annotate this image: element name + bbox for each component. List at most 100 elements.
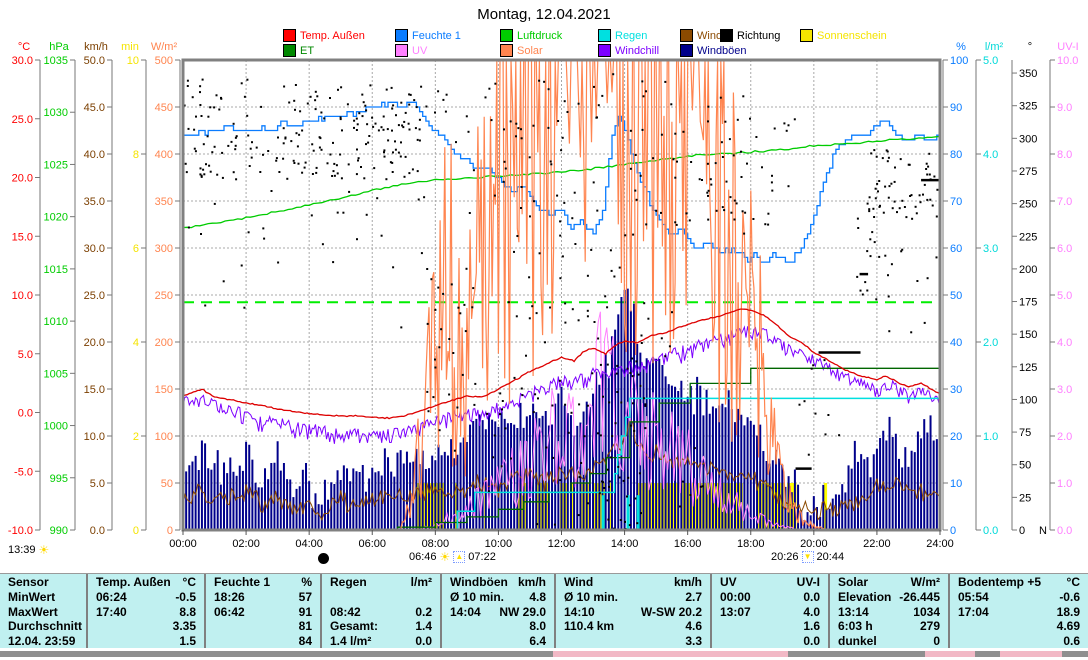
wind-direction-dot [890, 182, 893, 185]
wind-direction-dot [563, 100, 566, 103]
table-cell-value: 1.4 [415, 619, 432, 633]
wind-direction-dot [528, 317, 531, 320]
wind-direction-dot [221, 151, 224, 154]
wind-direction-dot [534, 393, 537, 396]
wind-direction-dot [785, 129, 788, 132]
wind-direction-dot [675, 223, 678, 226]
wind-direction-dot [366, 123, 369, 126]
wind-direction-dot [342, 211, 345, 214]
wind-direction-dot [878, 180, 881, 182]
axis-tick-label: 30 [950, 384, 962, 396]
wind-direction-dot [282, 142, 285, 145]
axis-tick-label: -5.0 [14, 466, 33, 478]
legend-label: Richtung [737, 29, 781, 42]
wind-direction-dot [915, 212, 918, 215]
wind-direction-dot [240, 82, 243, 85]
wind-direction-dot [873, 149, 876, 152]
sunshine-bar [609, 483, 612, 530]
wind-direction-dot [596, 209, 599, 212]
wind-direction-dot [878, 205, 881, 208]
legend-item-richtung: Richtung [720, 29, 780, 42]
wind-direction-dot [608, 485, 610, 488]
wind-direction-dot [911, 217, 914, 220]
uv-series [419, 311, 801, 530]
wind-direction-dot [644, 404, 647, 407]
axis-tick-label: 225 [1019, 231, 1037, 243]
wind-direction-dot [420, 252, 423, 255]
wind-direction-dot [640, 334, 643, 337]
wind-direction-dot [404, 111, 407, 114]
wind-direction-dot [184, 162, 187, 165]
wind-direction-dot [369, 84, 372, 87]
wind-direction-dot [499, 413, 501, 416]
table-row: 1.5 [88, 634, 204, 649]
axis-tick-label: 2.0 [983, 337, 998, 349]
wind-direction-dot [408, 103, 411, 106]
wind-direction-dot [520, 137, 523, 140]
table-row: Ø 10 min. 2.7 [556, 590, 710, 605]
wind-direction-dot [472, 169, 475, 172]
legend-label: Windböen [697, 44, 747, 57]
wind-direction-dot [309, 95, 312, 98]
wind-direction-dot [215, 94, 218, 97]
wind-direction-dot [356, 123, 359, 126]
wind-direction-dot [213, 145, 216, 148]
table-cell-time: Ø 10 min. [564, 590, 619, 604]
wind-direction-dot [408, 128, 411, 131]
wind-direction-dot [874, 187, 877, 190]
wind-direction-dot [408, 93, 411, 96]
table-header-name: Sensor [8, 575, 49, 589]
wind-direction-dot [743, 232, 746, 235]
table-cell-time: 13:14 [838, 604, 869, 619]
wind-direction-dot [616, 391, 619, 393]
wind-direction-dot [624, 234, 627, 237]
wind-direction-dot [857, 227, 860, 229]
wind-direction-dot [246, 114, 249, 117]
table-header-unit: W/m² [910, 575, 940, 589]
wind-direction-dot [434, 358, 436, 361]
luftdruck-series [183, 135, 940, 229]
axis-tick-label: 8 [133, 149, 139, 161]
wind-direction-dot [856, 217, 859, 220]
legend-swatch [395, 29, 408, 42]
wind-direction-dot [356, 148, 358, 151]
windchill-series [183, 325, 940, 444]
wind-direction-dot [578, 476, 581, 479]
wind-direction-dot [186, 79, 189, 82]
axis-tick-label: 350 [155, 196, 173, 208]
axis-tick-label: 1000 [44, 421, 68, 433]
wind-direction-dot [471, 306, 474, 309]
wind-direction-dot [357, 157, 360, 160]
wind-direction-dot [434, 308, 437, 311]
table-header: Temp. Außen °C [88, 574, 204, 590]
wind-direction-dot [320, 148, 323, 151]
wind-direction-dot [220, 96, 222, 99]
wind-direction-dot [676, 160, 678, 163]
axis-tick-label: 30.0 [84, 243, 105, 255]
table-cell-value: 1.6 [803, 619, 820, 633]
axis-tick-label: 0.0 [18, 408, 33, 420]
table-header: Bodentemp +5 °C [950, 574, 1088, 590]
wind-direction-dot [866, 289, 869, 292]
legend-item-temp-au-en: Temp. Außen [283, 29, 365, 42]
wind-direction-dot [744, 211, 747, 214]
wind-direction-dot [448, 393, 451, 396]
wind-direction-dot [353, 119, 356, 122]
wind-direction-dot [187, 127, 190, 130]
wind-direction-dot [561, 136, 564, 139]
wind-direction-dot [392, 104, 395, 107]
table-column-regen: Regen l/m² 08:42 0.2 Gesamt: 1.4 1.4 l/m² 0.0 [320, 574, 440, 648]
axis-tick-label: 25.0 [84, 290, 105, 302]
sunset-time: 20:26 [771, 551, 799, 563]
wind-direction-dot [655, 209, 658, 212]
wind-direction-dot [453, 449, 456, 452]
wind-direction-dot [707, 105, 710, 108]
table-header-name: Regen [330, 575, 367, 589]
wind-direction-dot [205, 163, 207, 166]
wind-direction-dot [558, 379, 561, 382]
wind-direction-dot [434, 366, 437, 369]
wind-direction-dot [884, 185, 887, 188]
wind-direction-dot [361, 93, 364, 96]
table-row: 17:04 18.9 [950, 605, 1088, 620]
axis-tick-label: 100 [1019, 394, 1037, 406]
